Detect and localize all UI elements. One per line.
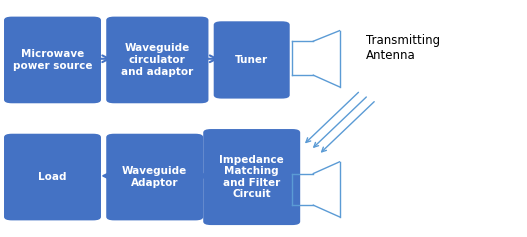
FancyBboxPatch shape	[203, 129, 300, 225]
Text: Load: Load	[38, 172, 67, 182]
FancyBboxPatch shape	[106, 17, 209, 103]
Text: Waveguide
Adaptor: Waveguide Adaptor	[122, 166, 188, 188]
Text: Tuner: Tuner	[235, 55, 268, 65]
FancyBboxPatch shape	[4, 17, 101, 103]
Text: Transmitting
Antenna: Transmitting Antenna	[366, 34, 440, 62]
Text: Impedance
Matching
and Filter
Circuit: Impedance Matching and Filter Circuit	[219, 155, 284, 200]
FancyBboxPatch shape	[106, 134, 203, 220]
FancyBboxPatch shape	[214, 21, 290, 99]
FancyBboxPatch shape	[4, 134, 101, 220]
Text: Microwave
power source: Microwave power source	[13, 49, 92, 71]
Text: Waveguide
circulator
and adaptor: Waveguide circulator and adaptor	[121, 43, 193, 77]
